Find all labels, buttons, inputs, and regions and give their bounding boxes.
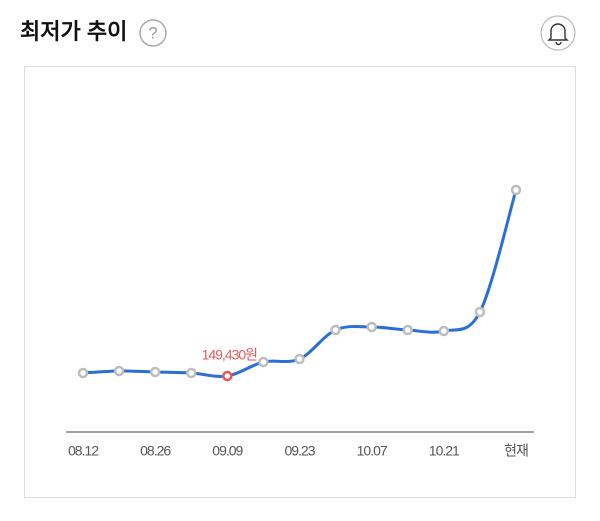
point [149,366,161,378]
help-circle [139,19,167,47]
x-tick-label: 09.23 [284,443,315,459]
point [113,365,125,377]
point [402,324,413,336]
x-tick-label: 08.26 [140,443,171,459]
x-tick-label: 10.21 [429,443,460,459]
alert-circle [540,15,576,51]
title: 최저가 추이 [20,19,127,44]
point [258,356,269,368]
chart-frame [24,66,576,498]
alert-button[interactable] [540,15,576,51]
x-tick-label: 09.09 [212,443,243,459]
price-line [81,188,518,378]
point [330,324,341,336]
help-icon: ? [148,23,157,42]
x-tick-label: 08.12 [68,443,99,459]
help-button[interactable]: ? [139,19,167,47]
point [186,367,197,379]
point [366,321,377,333]
x-tick-label: 현재 [504,443,528,459]
value-label: 149,430원 [202,347,258,363]
point [474,306,486,318]
min-point [222,370,233,382]
x-tick-label: 10.07 [357,443,388,459]
point [438,325,450,337]
point [77,367,89,379]
point [294,353,305,365]
bell-icon [547,23,569,46]
point [510,184,522,196]
